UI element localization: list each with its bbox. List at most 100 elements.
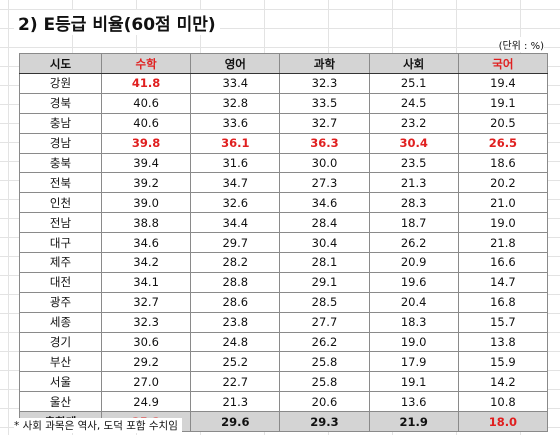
cell-english[interactable]: 33.4 (190, 73, 281, 94)
cell-english[interactable]: 31.6 (190, 152, 281, 174)
cell-korean[interactable]: 19.4 (457, 73, 549, 94)
cell-social[interactable]: 20.4 (368, 291, 459, 313)
cell-region[interactable]: 전남 (19, 212, 102, 234)
cell-social[interactable]: 23.5 (368, 152, 459, 174)
cell-korean[interactable]: 15.9 (457, 351, 549, 373)
cell-social[interactable]: 28.3 (368, 192, 459, 214)
cell-science[interactable]: 25.8 (279, 371, 370, 393)
cell-science[interactable]: 26.2 (279, 331, 370, 353)
cell-science[interactable]: 27.3 (279, 172, 370, 194)
cell-korean[interactable]: 16.8 (457, 291, 549, 313)
cell-math[interactable]: 32.3 (100, 311, 192, 333)
cell-english[interactable]: 23.8 (190, 311, 281, 333)
cell-korean[interactable]: 16.6 (457, 252, 549, 273)
cell-social[interactable]: 19.1 (368, 371, 459, 393)
cell-math[interactable]: 27.0 (100, 371, 192, 393)
header-science[interactable]: 과학 (279, 53, 370, 74)
cell-region[interactable]: 전북 (19, 172, 102, 194)
cell-region[interactable]: 세종 (19, 311, 102, 333)
cell-region[interactable]: 부산 (19, 351, 102, 373)
header-english[interactable]: 영어 (190, 53, 281, 74)
cell-english[interactable]: 33.6 (190, 112, 281, 134)
cell-math[interactable]: 29.2 (100, 351, 192, 373)
cell-math[interactable]: 30.6 (100, 331, 192, 353)
cell-science[interactable]: 28.1 (279, 252, 370, 273)
cell-science[interactable]: 27.7 (279, 311, 370, 333)
cell-social[interactable]: 24.5 (368, 92, 459, 114)
cell-social[interactable]: 30.4 (368, 132, 459, 154)
cell-english[interactable]: 28.8 (190, 271, 281, 293)
cell-region[interactable]: 대구 (19, 232, 102, 254)
cell-social[interactable]: 21.3 (368, 172, 459, 194)
cell-science[interactable]: 20.6 (279, 391, 370, 413)
cell-korean[interactable]: 14.7 (457, 271, 549, 293)
cell-science[interactable]: 28.5 (279, 291, 370, 313)
cell-english[interactable]: 28.6 (190, 291, 281, 313)
cell-math[interactable]: 40.6 (100, 92, 192, 114)
cell-korean[interactable]: 10.8 (457, 391, 549, 413)
cell-region[interactable]: 제주 (19, 252, 102, 273)
cell-math[interactable]: 32.7 (100, 291, 192, 313)
cell-region[interactable]: 대전 (19, 271, 102, 293)
cell-region[interactable]: 경남 (19, 132, 102, 154)
cell-math[interactable]: 24.9 (100, 391, 192, 413)
cell-science[interactable]: 33.5 (279, 92, 370, 114)
cell-region[interactable]: 경기 (19, 331, 102, 353)
cell-social[interactable]: 25.1 (368, 73, 459, 94)
cell-math[interactable]: 34.2 (100, 252, 192, 273)
cell-region[interactable]: 인천 (19, 192, 102, 214)
cell-social[interactable]: 23.2 (368, 112, 459, 134)
cell-science[interactable]: 29.1 (279, 271, 370, 293)
cell-korean[interactable]: 21.8 (457, 232, 549, 254)
cell-korean[interactable]: 18.6 (457, 152, 549, 174)
cell-english[interactable]: 22.7 (190, 371, 281, 393)
cell-korean[interactable]: 26.5 (457, 132, 549, 154)
cell-english[interactable]: 36.1 (190, 132, 281, 154)
cell-math[interactable]: 34.1 (100, 271, 192, 293)
cell-region[interactable]: 서울 (19, 371, 102, 393)
header-social[interactable]: 사회 (368, 53, 459, 74)
cell-korean[interactable]: 14.2 (457, 371, 549, 393)
cell-english[interactable]: 28.2 (190, 252, 281, 273)
header-region[interactable]: 시도 (19, 53, 102, 74)
cell-region[interactable]: 광주 (19, 291, 102, 313)
total-korean[interactable]: 18.0 (457, 411, 549, 433)
cell-english[interactable]: 21.3 (190, 391, 281, 413)
cell-english[interactable]: 29.7 (190, 232, 281, 254)
cell-english[interactable]: 32.8 (190, 92, 281, 114)
cell-science[interactable]: 30.4 (279, 232, 370, 254)
cell-science[interactable]: 32.7 (279, 112, 370, 134)
total-science[interactable]: 29.3 (279, 411, 370, 433)
cell-social[interactable]: 18.3 (368, 311, 459, 333)
cell-english[interactable]: 34.4 (190, 212, 281, 234)
cell-social[interactable]: 18.7 (368, 212, 459, 234)
cell-math[interactable]: 41.8 (100, 73, 192, 94)
cell-english[interactable]: 24.8 (190, 331, 281, 353)
cell-social[interactable]: 13.6 (368, 391, 459, 413)
total-social[interactable]: 21.9 (368, 411, 459, 433)
cell-english[interactable]: 25.2 (190, 351, 281, 373)
cell-region[interactable]: 울산 (19, 391, 102, 413)
cell-social[interactable]: 19.0 (368, 331, 459, 353)
cell-math[interactable]: 40.6 (100, 112, 192, 134)
cell-korean[interactable]: 19.1 (457, 92, 549, 114)
total-english[interactable]: 29.6 (190, 411, 281, 433)
cell-math[interactable]: 38.8 (100, 212, 192, 234)
cell-science[interactable]: 25.8 (279, 351, 370, 373)
cell-korean[interactable]: 20.5 (457, 112, 549, 134)
cell-science[interactable]: 32.3 (279, 73, 370, 94)
cell-korean[interactable]: 13.8 (457, 331, 549, 353)
cell-science[interactable]: 30.0 (279, 152, 370, 174)
cell-math[interactable]: 39.4 (100, 152, 192, 174)
cell-english[interactable]: 34.7 (190, 172, 281, 194)
cell-social[interactable]: 19.6 (368, 271, 459, 293)
cell-english[interactable]: 32.6 (190, 192, 281, 214)
cell-korean[interactable]: 19.0 (457, 212, 549, 234)
cell-math[interactable]: 39.2 (100, 172, 192, 194)
header-korean[interactable]: 국어 (457, 53, 549, 74)
cell-math[interactable]: 39.8 (100, 132, 192, 154)
cell-korean[interactable]: 21.0 (457, 192, 549, 214)
cell-korean[interactable]: 15.7 (457, 311, 549, 333)
cell-korean[interactable]: 20.2 (457, 172, 549, 194)
cell-region[interactable]: 충남 (19, 112, 102, 134)
